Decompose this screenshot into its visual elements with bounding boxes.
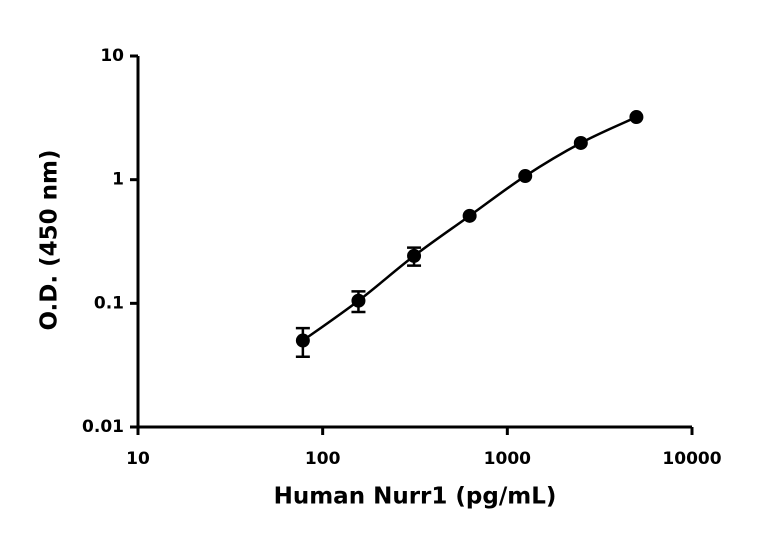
data-point <box>629 110 644 125</box>
fit-curve <box>302 115 637 342</box>
x-tick-label: 1000 <box>484 449 531 469</box>
x-tick-label: 100 <box>305 449 341 469</box>
y-tick-label: 0.01 <box>82 417 124 437</box>
data-point <box>462 208 477 223</box>
data-point <box>573 135 588 150</box>
data-point <box>518 169 533 184</box>
y-tick-label: 0.1 <box>94 293 124 313</box>
y-tick-label: 10 <box>100 46 124 66</box>
data-point <box>295 333 310 348</box>
x-tick-label: 10 <box>126 449 150 469</box>
x-tick-label: 10000 <box>662 449 721 469</box>
data-point <box>351 293 366 308</box>
y-axis-title: O.D. (450 nm) <box>37 149 63 330</box>
y-tick-label: 1 <box>112 170 124 190</box>
x-axis-title: Human Nurr1 (pg/mL) <box>274 484 557 510</box>
data-point <box>407 248 422 263</box>
